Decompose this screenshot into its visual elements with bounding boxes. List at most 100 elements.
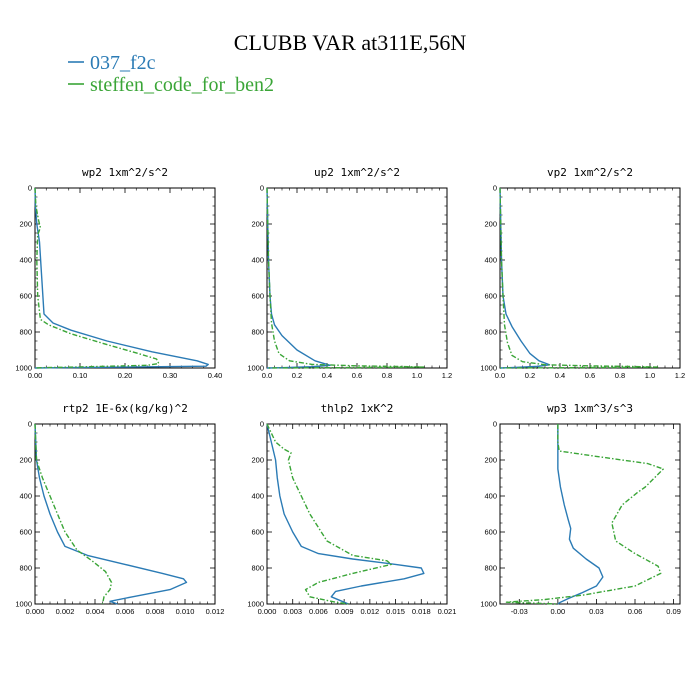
y-tick-label: 400 xyxy=(19,256,32,265)
y-tick-label: 800 xyxy=(484,328,497,337)
x-tick-label: 0.40 xyxy=(208,371,223,380)
y-tick-label: 0 xyxy=(28,420,32,429)
x-tick-label: 0.006 xyxy=(309,607,328,616)
x-tick-label: -0.03 xyxy=(511,607,528,616)
x-tick-label: 0.008 xyxy=(146,607,165,616)
panel-thlp2: thlp2 1xK^2 0.000 0.003 0.006 0.009 0.012 0.01… xyxy=(247,402,456,616)
y-tick-label: 400 xyxy=(484,256,497,265)
x-tick-label: 0.010 xyxy=(176,607,195,616)
panel-title-wp3: wp3 1xm^3/s^3 xyxy=(547,402,633,415)
panel-vp2: vp2 1xm^2/s^2 0.0 0.2 0.4 0.6 0.8 1.0 1.2 0 200 40… xyxy=(480,166,685,380)
x-tick-label: 1.0 xyxy=(645,371,655,380)
y-tick-label: 600 xyxy=(484,528,497,537)
series-line-037_f2c xyxy=(34,423,188,605)
panel-up2: up2 1xm^2/s^2 0.0 0.2 0.4 0.6 0.8 1.0 1.2 0 200 40… xyxy=(247,166,452,380)
x-tick-label: 0.0 xyxy=(262,371,272,380)
series-line-037_f2c xyxy=(266,423,425,605)
x-tick-label: 0.20 xyxy=(118,371,133,380)
panel-frame xyxy=(34,187,216,369)
x-tick-label: 0.6 xyxy=(352,371,362,380)
y-tick-label: 1000 xyxy=(15,364,32,373)
panel-frame xyxy=(499,187,681,369)
x-tick-label: 0.002 xyxy=(56,607,75,616)
panel-frame xyxy=(499,423,681,605)
panel-frame xyxy=(34,423,216,605)
y-tick-label: 800 xyxy=(251,564,264,573)
y-tick-label: 600 xyxy=(19,528,32,537)
x-tick-label: 0.00 xyxy=(28,371,43,380)
y-tick-label: 800 xyxy=(251,328,264,337)
y-tick-label: 1000 xyxy=(15,600,32,609)
panel-title-vp2: vp2 1xm^2/s^2 xyxy=(547,166,633,179)
series-line-steffen_code_for_ben2 xyxy=(505,424,664,605)
x-tick-label: 0.000 xyxy=(258,607,277,616)
figure-legend: 037_f2c steffen_code_for_ben2 xyxy=(68,52,274,96)
x-tick-label: 0.012 xyxy=(206,607,225,616)
series-line-037_f2c xyxy=(557,424,604,605)
x-tick-label: 0.10 xyxy=(73,371,88,380)
x-tick-label: 0.0 xyxy=(495,371,505,380)
y-tick-label: 800 xyxy=(19,564,32,573)
y-tick-label: 200 xyxy=(19,456,32,465)
y-tick-label: 0 xyxy=(28,184,32,193)
x-tick-label: 0.015 xyxy=(386,607,405,616)
x-tick-label: 0.00 xyxy=(551,607,566,616)
x-tick-label: 0.09 xyxy=(666,607,681,616)
x-tick-label: 0.30 xyxy=(163,371,178,380)
series-line-037_f2c xyxy=(499,187,551,369)
x-tick-label: 0.004 xyxy=(86,607,105,616)
x-tick-label: 0.003 xyxy=(283,607,302,616)
y-tick-label: 200 xyxy=(19,220,32,229)
legend-label-0: 037_f2c xyxy=(90,52,156,74)
y-tick-label: 1000 xyxy=(247,364,264,373)
y-tick-label: 600 xyxy=(251,528,264,537)
y-tick-label: 0 xyxy=(493,420,497,429)
x-tick-label: 0.6 xyxy=(585,371,595,380)
x-tick-label: 0.4 xyxy=(322,371,332,380)
panel-wp3: wp3 1xm^3/s^3 -0.03 0.00 0.03 0.06 0.09 0 200 40… xyxy=(480,402,681,616)
series-line-steffen_code_for_ben2 xyxy=(499,187,659,369)
x-tick-label: 0.8 xyxy=(615,371,625,380)
x-tick-label: 1.2 xyxy=(675,371,685,380)
y-tick-label: 400 xyxy=(19,492,32,501)
panel-wp2: wp2 1xm^2/s^2 0.00 0.10 0.20 0.30 0.40 0 200 400… xyxy=(15,166,222,380)
panel-frame xyxy=(266,187,448,369)
figure-title: CLUBB VAR at311E,56N xyxy=(234,30,467,55)
series-line-steffen_code_for_ben2 xyxy=(34,423,113,605)
legend-label-1: steffen_code_for_ben2 xyxy=(90,74,274,96)
x-tick-label: 0.06 xyxy=(628,607,643,616)
y-tick-label: 600 xyxy=(19,292,32,301)
panel-title-thlp2: thlp2 1xK^2 xyxy=(321,402,394,415)
y-tick-label: 200 xyxy=(251,456,264,465)
y-tick-label: 800 xyxy=(19,328,32,337)
x-tick-label: 0.03 xyxy=(589,607,604,616)
y-tick-label: 200 xyxy=(484,220,497,229)
y-tick-label: 1000 xyxy=(247,600,264,609)
series-line-037_f2c xyxy=(266,187,331,369)
series-line-steffen_code_for_ben2 xyxy=(266,423,392,605)
x-tick-label: 0.2 xyxy=(292,371,302,380)
panel-grid: wp2 1xm^2/s^20.00 0.10 0.20 0.30 0.400200400… xyxy=(15,166,685,616)
y-tick-label: 800 xyxy=(484,564,497,573)
panel-title-rtp2: rtp2 1E-6x(kg/kg)^2 xyxy=(62,402,188,415)
y-tick-label: 400 xyxy=(484,492,497,501)
y-tick-label: 200 xyxy=(251,220,264,229)
x-tick-label: 0.021 xyxy=(438,607,457,616)
x-tick-label: 0.018 xyxy=(412,607,431,616)
x-tick-label: 1.2 xyxy=(442,371,452,380)
x-tick-label: 0.8 xyxy=(382,371,392,380)
x-tick-label: 1.0 xyxy=(412,371,422,380)
panel-rtp2: rtp2 1E-6x(kg/kg)^2 0.000 0.002 0.004 0.006 0… xyxy=(15,402,224,616)
series-line-steffen_code_for_ben2 xyxy=(34,187,160,369)
y-tick-label: 1000 xyxy=(480,364,497,373)
y-tick-label: 0 xyxy=(260,420,264,429)
x-tick-label: 0.2 xyxy=(525,371,535,380)
x-tick-label: 0.009 xyxy=(335,607,354,616)
x-tick-label: 0.012 xyxy=(360,607,379,616)
panel-title-up2: up2 1xm^2/s^2 xyxy=(314,166,400,179)
y-tick-label: 400 xyxy=(251,492,264,501)
x-tick-label: 0.4 xyxy=(555,371,565,380)
y-tick-label: 0 xyxy=(260,184,264,193)
y-tick-label: 200 xyxy=(484,456,497,465)
